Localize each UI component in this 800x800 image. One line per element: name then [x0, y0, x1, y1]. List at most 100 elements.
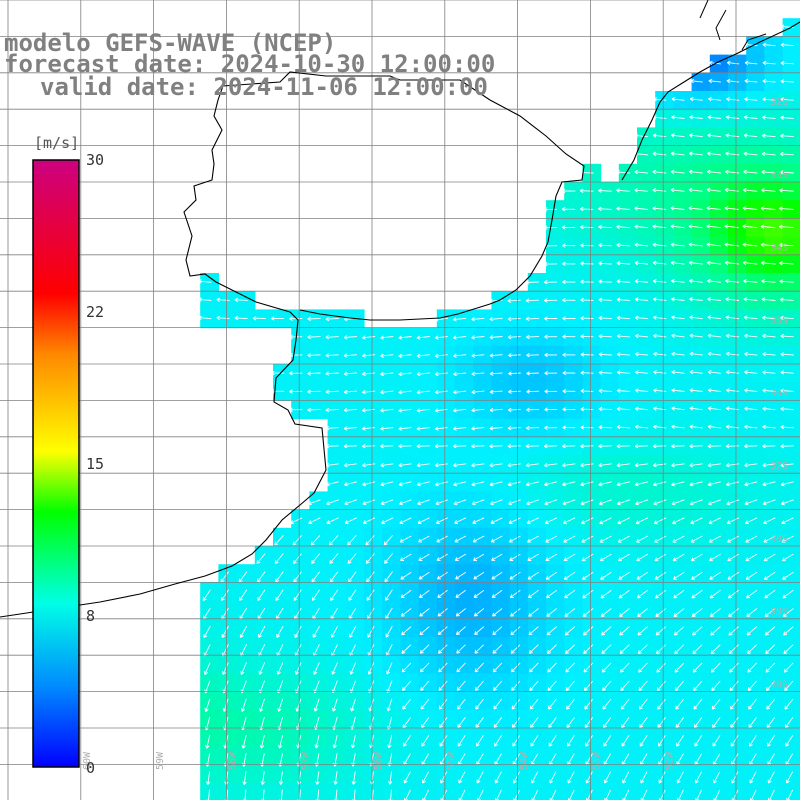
wind-arrow	[362, 517, 376, 525]
wind-arrow	[439, 717, 448, 729]
wind-arrow	[779, 260, 794, 266]
wind-arrow	[400, 608, 412, 617]
wind-arrow	[691, 589, 703, 599]
wind-arrow	[634, 224, 649, 229]
wind-arrow	[380, 481, 394, 487]
wind-arrow	[616, 444, 630, 449]
wind-arrow	[635, 351, 649, 357]
wind-arrow	[671, 297, 685, 302]
wind-arrow	[315, 771, 320, 785]
wind-cell	[746, 637, 765, 656]
wind-arrow	[330, 589, 339, 601]
wind-arrow	[580, 463, 594, 468]
wind-cell	[418, 637, 438, 656]
wind-arrow	[676, 735, 684, 747]
wind-arrow	[398, 390, 412, 395]
wind-arrow	[270, 389, 285, 394]
wind-arrow	[401, 662, 412, 673]
wind-arrow	[216, 315, 230, 321]
wind-arrow	[380, 444, 394, 449]
wind-arrow	[489, 426, 503, 431]
wind-arrow	[779, 188, 794, 193]
wind-arrow	[653, 370, 667, 375]
wind-arrow	[507, 463, 521, 468]
wind-arrow	[490, 499, 503, 506]
wind-arrow	[311, 589, 320, 601]
wind-arrow	[239, 589, 248, 601]
wind-arrow	[384, 589, 393, 601]
wind-arrow	[494, 771, 502, 784]
wind-arrow	[312, 625, 320, 638]
wind-arrow	[601, 662, 612, 673]
lat-label: 35S	[770, 315, 788, 326]
wind-arrow	[544, 425, 558, 430]
wind-arrow	[344, 481, 357, 487]
wind-arrow	[325, 316, 339, 322]
wind-arrow	[616, 188, 630, 193]
wind-arrow	[562, 243, 576, 248]
wind-arrow	[507, 481, 521, 487]
wind-arrow	[580, 352, 594, 357]
wind-arrow	[343, 444, 357, 449]
wind-arrow	[690, 517, 703, 525]
wind-arrow	[512, 771, 520, 784]
wind-arrow	[635, 517, 649, 525]
wind-arrow	[780, 463, 794, 468]
wind-arrow	[712, 717, 721, 729]
wind-arrow	[525, 298, 539, 303]
wind-arrow	[453, 371, 467, 377]
wind-arrow	[562, 389, 576, 394]
wind-arrow	[525, 316, 539, 321]
wind-arrow	[778, 242, 794, 248]
wind-cell	[782, 782, 800, 800]
wind-arrow	[491, 589, 503, 598]
wind-arrow	[362, 463, 376, 468]
wind-arrow	[616, 424, 630, 430]
wind-arrow	[621, 717, 630, 729]
wind-arrow	[748, 735, 757, 747]
wind-arrow	[475, 717, 484, 729]
wind-arrow	[765, 662, 776, 673]
wind-arrow	[689, 406, 703, 411]
wind-arrow	[636, 535, 649, 543]
wind-arrow	[565, 644, 576, 655]
wind-cell	[564, 637, 583, 656]
model-title: modelo GEFS-WAVE (NCEP)	[4, 29, 337, 57]
wind-arrow	[708, 499, 721, 506]
wind-arrow	[493, 717, 503, 729]
wind-arrow	[387, 735, 393, 749]
wind-arrow	[543, 298, 558, 303]
wind-arrow	[638, 698, 648, 710]
wind-arrow	[691, 608, 703, 617]
wind-arrow	[398, 463, 412, 468]
wind-arrow	[561, 207, 576, 212]
wind-arrow	[325, 389, 339, 394]
wind-cell	[655, 637, 674, 656]
wind-arrow	[435, 481, 448, 487]
wind-arrow	[326, 517, 339, 525]
wind-arrow	[742, 242, 758, 247]
wind-arrow	[491, 553, 503, 561]
wind-arrow	[710, 644, 721, 655]
wind-arrow	[277, 735, 284, 749]
wind-arrow	[746, 626, 758, 636]
wind-arrow	[603, 771, 611, 784]
wind-arrow	[365, 553, 375, 564]
wind-arrow	[492, 608, 503, 617]
wind-arrow	[637, 644, 648, 655]
wind-arrow	[562, 298, 576, 303]
wind-arrow	[747, 680, 757, 692]
wind-arrow	[344, 517, 357, 525]
wind-arrow	[652, 151, 667, 156]
wind-arrow	[471, 389, 485, 395]
wind-arrow	[295, 662, 302, 675]
wind-arrow	[471, 426, 485, 431]
wind-arrow	[673, 608, 685, 617]
wind-arrow	[672, 535, 685, 543]
wind-arrow	[331, 662, 338, 675]
wind-arrow	[780, 133, 794, 139]
wind-arrow	[529, 662, 539, 673]
wind-arrow	[547, 680, 557, 692]
wind-arrow	[362, 408, 376, 413]
